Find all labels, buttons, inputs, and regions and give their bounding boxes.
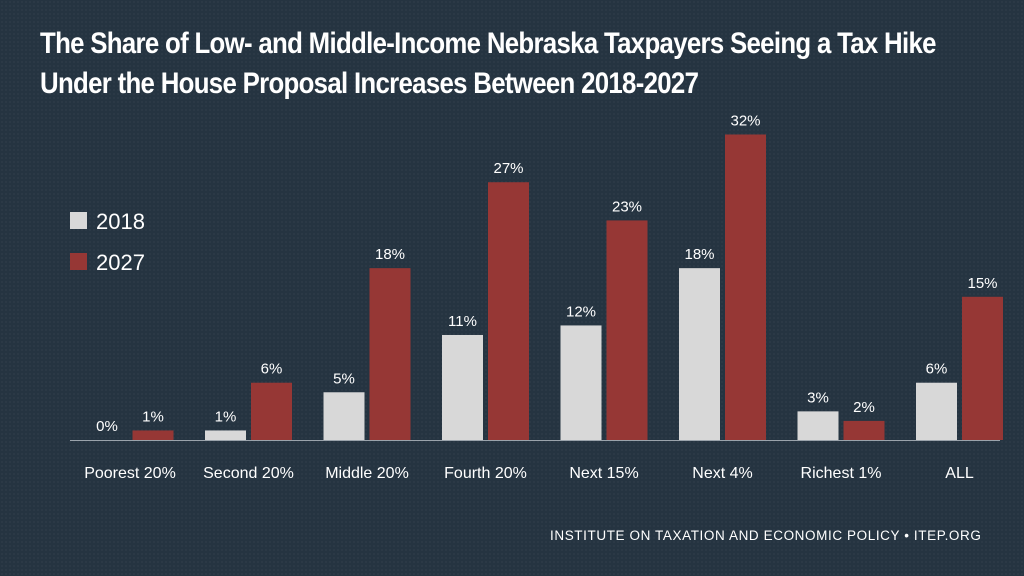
bar-2018-1 [205,430,246,440]
bar-2027-5 [725,134,766,440]
x-tick-label-0: Poorest 20% [84,465,176,482]
data-label-2018-2: 5% [333,370,355,387]
x-axis: Poorest 20% Second 20% Middle 20% Fourth 20… [70,440,1000,482]
data-label-2027-0: 1% [142,408,164,425]
data-label-2027-1: 6% [261,361,283,378]
data-label-2018-1: 1% [215,408,237,425]
legend-label-2018: 2018 [96,209,145,234]
x-tick-label-2: Middle 20% [325,465,409,482]
data-label-2027-2: 18% [375,246,405,263]
data-label-2027-3: 27% [493,160,523,177]
footer-credit: INSTITUTE ON TAXATION AND ECONOMIC POLIC… [550,528,982,543]
bar-2018-5 [679,268,720,440]
bars: 0% 1% 1% 6% 5% 18% 11% 27% 12% 23% 18% 32% 3% 2% 6% 15% [96,113,1003,440]
x-tick-label-1: Second 20% [203,465,294,482]
data-label-2027-4: 23% [612,198,642,215]
chart-title: The Share of Low- and Middle-Income Nebr… [40,24,936,104]
chart-title-line-2: Under the House Proposal Increases Betwe… [40,67,699,100]
x-tick-label-7: ALL [945,465,974,482]
bar-2027-0 [132,430,174,440]
bar-2027-1 [251,382,292,440]
data-label-2027-5: 32% [730,113,760,130]
data-label-2018-3: 11% [448,313,477,330]
bar-2018-6 [797,411,839,440]
bar-2027-4 [606,220,648,440]
bar-2018-3 [442,334,483,440]
x-tick-label-3: Fourth 20% [444,465,527,482]
bar-2018-2 [323,392,365,440]
legend-label-2027: 2027 [96,250,145,275]
data-label-2018-5: 18% [684,246,714,263]
chart-title-line-1: The Share of Low- and Middle-Income Nebr… [40,27,936,60]
data-label-2018-0: 0% [96,418,118,435]
bar-2027-7 [962,296,1003,440]
legend-swatch-2027 [70,253,87,270]
data-label-2018-7: 6% [926,361,948,378]
data-label-2018-4: 12% [566,303,596,320]
x-tick-label-6: Richest 1% [801,465,882,482]
bar-2027-3 [488,182,529,440]
bar-2027-2 [369,268,411,440]
bar-2027-6 [843,420,885,440]
legend-swatch-2018 [70,212,87,229]
data-label-2027-7: 15% [967,275,997,292]
x-tick-label-4: Next 15% [569,465,638,482]
bar-2018-4 [560,325,602,440]
data-label-2027-6: 2% [853,399,875,416]
legend: 2018 2027 [70,209,145,275]
x-tick-label-5: Next 4% [692,465,752,482]
data-label-2018-6: 3% [807,389,829,406]
bar-2018-7 [916,382,957,440]
